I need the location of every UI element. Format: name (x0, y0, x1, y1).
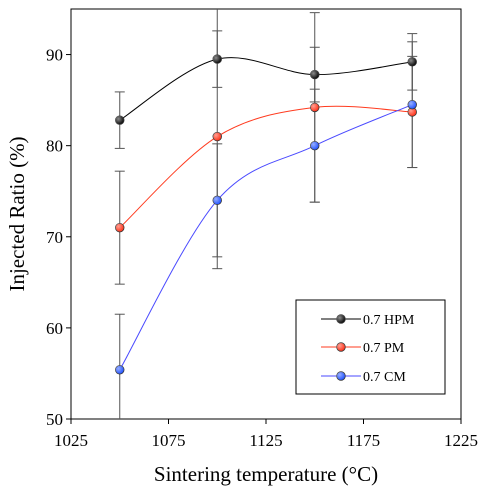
y-axis-title: Injected Ratio (%) (5, 136, 29, 291)
series-lines (119, 57, 413, 371)
series-markers (115, 54, 417, 375)
data-point-highlight (407, 100, 417, 109)
data-point-highlight (212, 54, 222, 64)
data-point-highlight (310, 70, 320, 79)
legend: 0.7 HPM 0.7 PM 0.7 CM (295, 299, 446, 395)
data-point-highlight (310, 141, 320, 150)
data-point-highlight (115, 365, 125, 375)
series-line (119, 57, 413, 121)
x-tick-label: 1175 (347, 431, 380, 450)
y-axis-ticks: 50 60 70 80 90 (46, 46, 71, 429)
legend-marker-highlight (336, 342, 346, 352)
x-axis-title: Sintering temperature (°C) (154, 462, 378, 486)
y-tick-label: 80 (46, 137, 63, 156)
x-tick-label: 1125 (249, 431, 282, 450)
legend-label: 0.7 HPM (363, 313, 415, 328)
legend-label: 0.7 CM (363, 370, 406, 385)
data-point-highlight (212, 132, 222, 141)
series-line (119, 105, 413, 229)
y-tick-label: 70 (46, 228, 63, 247)
data-point-highlight (212, 196, 222, 205)
y-tick-label: 50 (46, 410, 63, 429)
legend-marker-highlight (336, 314, 346, 324)
data-point-highlight (310, 103, 320, 112)
data-point-highlight (407, 107, 417, 117)
legend-label: 0.7 PM (363, 341, 405, 356)
series-line (119, 104, 413, 371)
y-tick-label: 90 (46, 46, 63, 65)
legend-box (295, 299, 446, 395)
x-tick-label: 1075 (152, 431, 186, 450)
data-point-highlight (115, 223, 125, 232)
x-tick-label: 1025 (54, 431, 88, 450)
x-axis-ticks: 1025 1075 1125 1175 1225 (54, 419, 478, 450)
legend-marker-highlight (336, 371, 346, 381)
data-point-highlight (115, 115, 125, 125)
y-tick-label: 60 (46, 319, 63, 338)
data-point-highlight (407, 57, 417, 67)
x-tick-label: 1225 (444, 431, 478, 450)
